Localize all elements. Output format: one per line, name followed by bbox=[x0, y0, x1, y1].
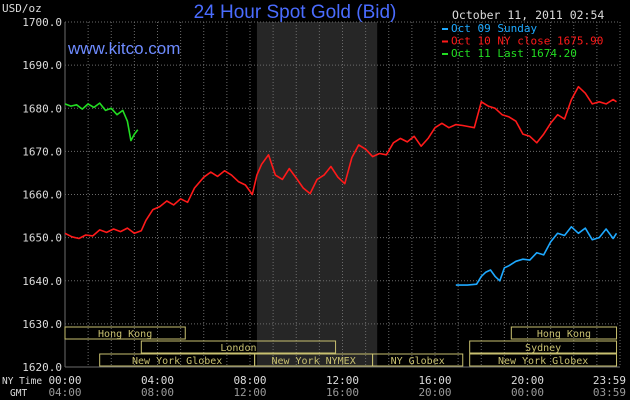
x-tick-label-ny: 16:00 bbox=[418, 374, 451, 387]
market-label: New York Globex bbox=[498, 356, 588, 367]
x-tick-label-ny: 12:00 bbox=[326, 374, 359, 387]
kitco-watermark: www.kitco.com bbox=[67, 39, 180, 58]
y-tick-label: 1620.0 bbox=[22, 361, 62, 374]
price-series bbox=[64, 85, 618, 286]
market-box bbox=[140, 340, 337, 354]
y-tick-label: 1700.0 bbox=[22, 16, 62, 29]
y-axis-tick-labels: 1620.0 1630.0 1640.0 1650.0 1660.0 1670.0 1680… bbox=[22, 16, 62, 374]
market-label: Hong Kong bbox=[537, 329, 591, 340]
series-line-ny_close bbox=[64, 85, 617, 240]
legend-entry: Oct 11 Last 1674.20 bbox=[451, 47, 577, 60]
x-tick-label-gmt: 04:00 bbox=[48, 386, 81, 399]
x-tick-label-gmt: 08:00 bbox=[141, 386, 174, 399]
x-tick-label-ny: 04:00 bbox=[141, 374, 174, 387]
legend-entry: Oct 09 Sunday bbox=[451, 22, 537, 35]
market-hours-boxes: Hong Kong London New York Globex New York N… bbox=[64, 326, 618, 367]
market-label: London bbox=[220, 343, 256, 354]
market-label: Sydney bbox=[525, 343, 561, 354]
x-tick-label-ny: 00:00 bbox=[48, 374, 81, 387]
market-label: New York NYMEX bbox=[271, 356, 355, 367]
ny-time-row-label: NY Time bbox=[2, 376, 42, 387]
market-label: Hong Kong bbox=[98, 329, 152, 340]
y-tick-label: 1690.0 bbox=[22, 59, 62, 72]
y-tick-label: 1680.0 bbox=[22, 102, 62, 115]
market-box bbox=[469, 340, 618, 354]
market-label: New York Globex bbox=[132, 356, 222, 367]
market-label: NY Globex bbox=[391, 356, 445, 367]
series-line-sunday bbox=[455, 226, 618, 286]
y-tick-label: 1640.0 bbox=[22, 275, 62, 288]
x-axis-tick-labels: 00:0004:0004:0008:0008:0012:0012:0016:00… bbox=[48, 374, 626, 399]
x-tick-label-ny: 20:00 bbox=[511, 374, 544, 387]
x-tick-label-gmt: 16:00 bbox=[326, 386, 359, 399]
x-tick-label-gmt: 00:00 bbox=[511, 386, 544, 399]
timestamp: October 11, 2011 02:54 bbox=[452, 8, 604, 22]
market-box bbox=[372, 353, 464, 367]
y-tick-label: 1650.0 bbox=[22, 232, 62, 245]
market-box bbox=[469, 353, 618, 367]
x-tick-label-ny: 08:00 bbox=[233, 374, 266, 387]
x-tick-label-gmt: 12:00 bbox=[233, 386, 266, 399]
chart-title: 24 Hour Spot Gold (Bid) bbox=[194, 2, 397, 23]
x-tick-label-gmt: 20:00 bbox=[418, 386, 451, 399]
gmt-row-label: GMT bbox=[10, 388, 27, 399]
y-tick-label: 1630.0 bbox=[22, 318, 62, 331]
x-tick-label-gmt: 03:59 bbox=[593, 386, 626, 399]
legend-entry: Oct 10 NY close 1675.90 bbox=[451, 35, 603, 48]
market-box bbox=[64, 326, 186, 340]
y-tick-label: 1670.0 bbox=[22, 145, 62, 158]
grid-lines bbox=[64, 21, 621, 368]
y-axis-unit-label: USD/oz bbox=[2, 2, 42, 15]
y-tick-label: 1660.0 bbox=[22, 189, 62, 202]
series-line-last bbox=[64, 102, 139, 142]
x-tick-label-ny: 23:59 bbox=[593, 374, 626, 387]
market-box bbox=[510, 326, 618, 340]
